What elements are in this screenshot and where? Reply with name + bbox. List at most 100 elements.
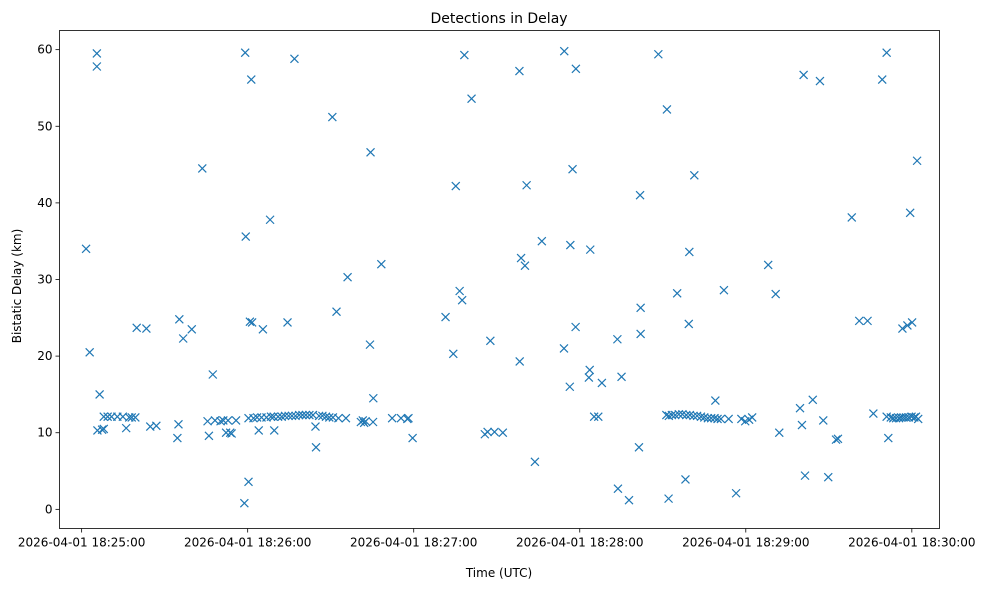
data-point (559, 46, 569, 56)
data-point (902, 321, 912, 330)
data-point (907, 412, 916, 422)
data-point (818, 416, 828, 425)
data-point (674, 409, 684, 419)
data-point (585, 365, 595, 375)
data-point (304, 410, 314, 420)
data-point (731, 488, 741, 498)
data-point (457, 295, 467, 305)
data-point (537, 236, 547, 246)
data-point (324, 412, 334, 422)
data-point (459, 50, 469, 60)
x-tick-label: 2026-04-01 18:25:00 (18, 536, 145, 550)
data-point (719, 285, 729, 295)
data-point (252, 412, 262, 422)
data-point (361, 416, 370, 426)
data-point (244, 477, 253, 487)
x-tick-label: 2026-04-01 18:28:00 (516, 536, 643, 550)
data-point (247, 317, 257, 327)
data-point (808, 395, 818, 405)
data-point (317, 411, 327, 421)
data-point (624, 495, 634, 505)
data-point (597, 378, 607, 388)
data-point (208, 370, 218, 379)
data-point (467, 94, 476, 104)
data-point (99, 424, 109, 434)
data-point (485, 336, 495, 346)
data-point (516, 253, 526, 263)
data-point (99, 412, 109, 422)
data-point (897, 324, 907, 333)
y-tick-label: 30 (37, 273, 52, 287)
data-point (408, 433, 418, 443)
data-point (662, 104, 672, 114)
data-point (239, 498, 249, 508)
data-point (95, 389, 105, 399)
data-point (151, 421, 161, 431)
data-point (245, 317, 255, 327)
data-point (376, 259, 386, 269)
data-point (670, 410, 680, 420)
data-point (565, 382, 575, 392)
data-point (298, 410, 307, 420)
data-point (685, 410, 695, 420)
data-point (266, 412, 276, 422)
data-point (254, 426, 264, 435)
data-point (441, 312, 450, 322)
data-point (341, 413, 351, 423)
y-axis-label: Bistatic Delay (km) (10, 229, 24, 344)
data-point (823, 472, 833, 482)
data-point (204, 431, 214, 441)
x-tick-label: 2026-04-01 18:27:00 (350, 536, 477, 550)
data-point (81, 244, 91, 254)
data-point (883, 433, 893, 443)
data-point (868, 409, 878, 419)
data-point (696, 412, 706, 422)
data-point (301, 410, 311, 420)
y-tick-label: 50 (37, 119, 52, 133)
data-point (593, 412, 603, 422)
data-point (763, 260, 773, 270)
data-point (451, 181, 461, 191)
data-point (246, 75, 256, 84)
data-point (724, 414, 734, 424)
data-point (311, 442, 321, 452)
x-axis-label: Time (UTC) (465, 566, 532, 580)
y-tick-label: 40 (37, 196, 52, 210)
data-point (241, 232, 251, 242)
x-tick-label: 2026-04-01 18:30:00 (848, 536, 975, 550)
data-point (483, 427, 493, 437)
data-point (530, 457, 540, 467)
data-point (311, 422, 320, 432)
data-point (343, 272, 352, 282)
data-point (833, 434, 843, 444)
data-point (197, 163, 207, 173)
data-point (283, 317, 292, 327)
data-point (636, 329, 646, 339)
data-point (174, 419, 183, 429)
data-point (265, 215, 275, 225)
data-point (269, 426, 279, 435)
data-point (681, 410, 691, 420)
data-point (358, 416, 368, 425)
data-point (681, 475, 690, 484)
data-points (81, 46, 923, 508)
data-point (877, 75, 887, 84)
data-point (774, 428, 784, 438)
data-point (368, 393, 378, 403)
data-point (854, 316, 864, 326)
data-point (240, 48, 250, 58)
data-point (672, 288, 682, 298)
data-point (178, 334, 188, 343)
data-point (847, 213, 857, 222)
data-point (366, 147, 375, 157)
data-point (612, 334, 622, 344)
y-tick-label: 0 (45, 502, 53, 516)
data-point (365, 340, 375, 350)
data-point (863, 316, 872, 326)
data-point (174, 314, 184, 324)
data-point (703, 413, 713, 423)
data-point (589, 412, 599, 422)
data-point (617, 372, 626, 382)
data-point (689, 411, 698, 421)
